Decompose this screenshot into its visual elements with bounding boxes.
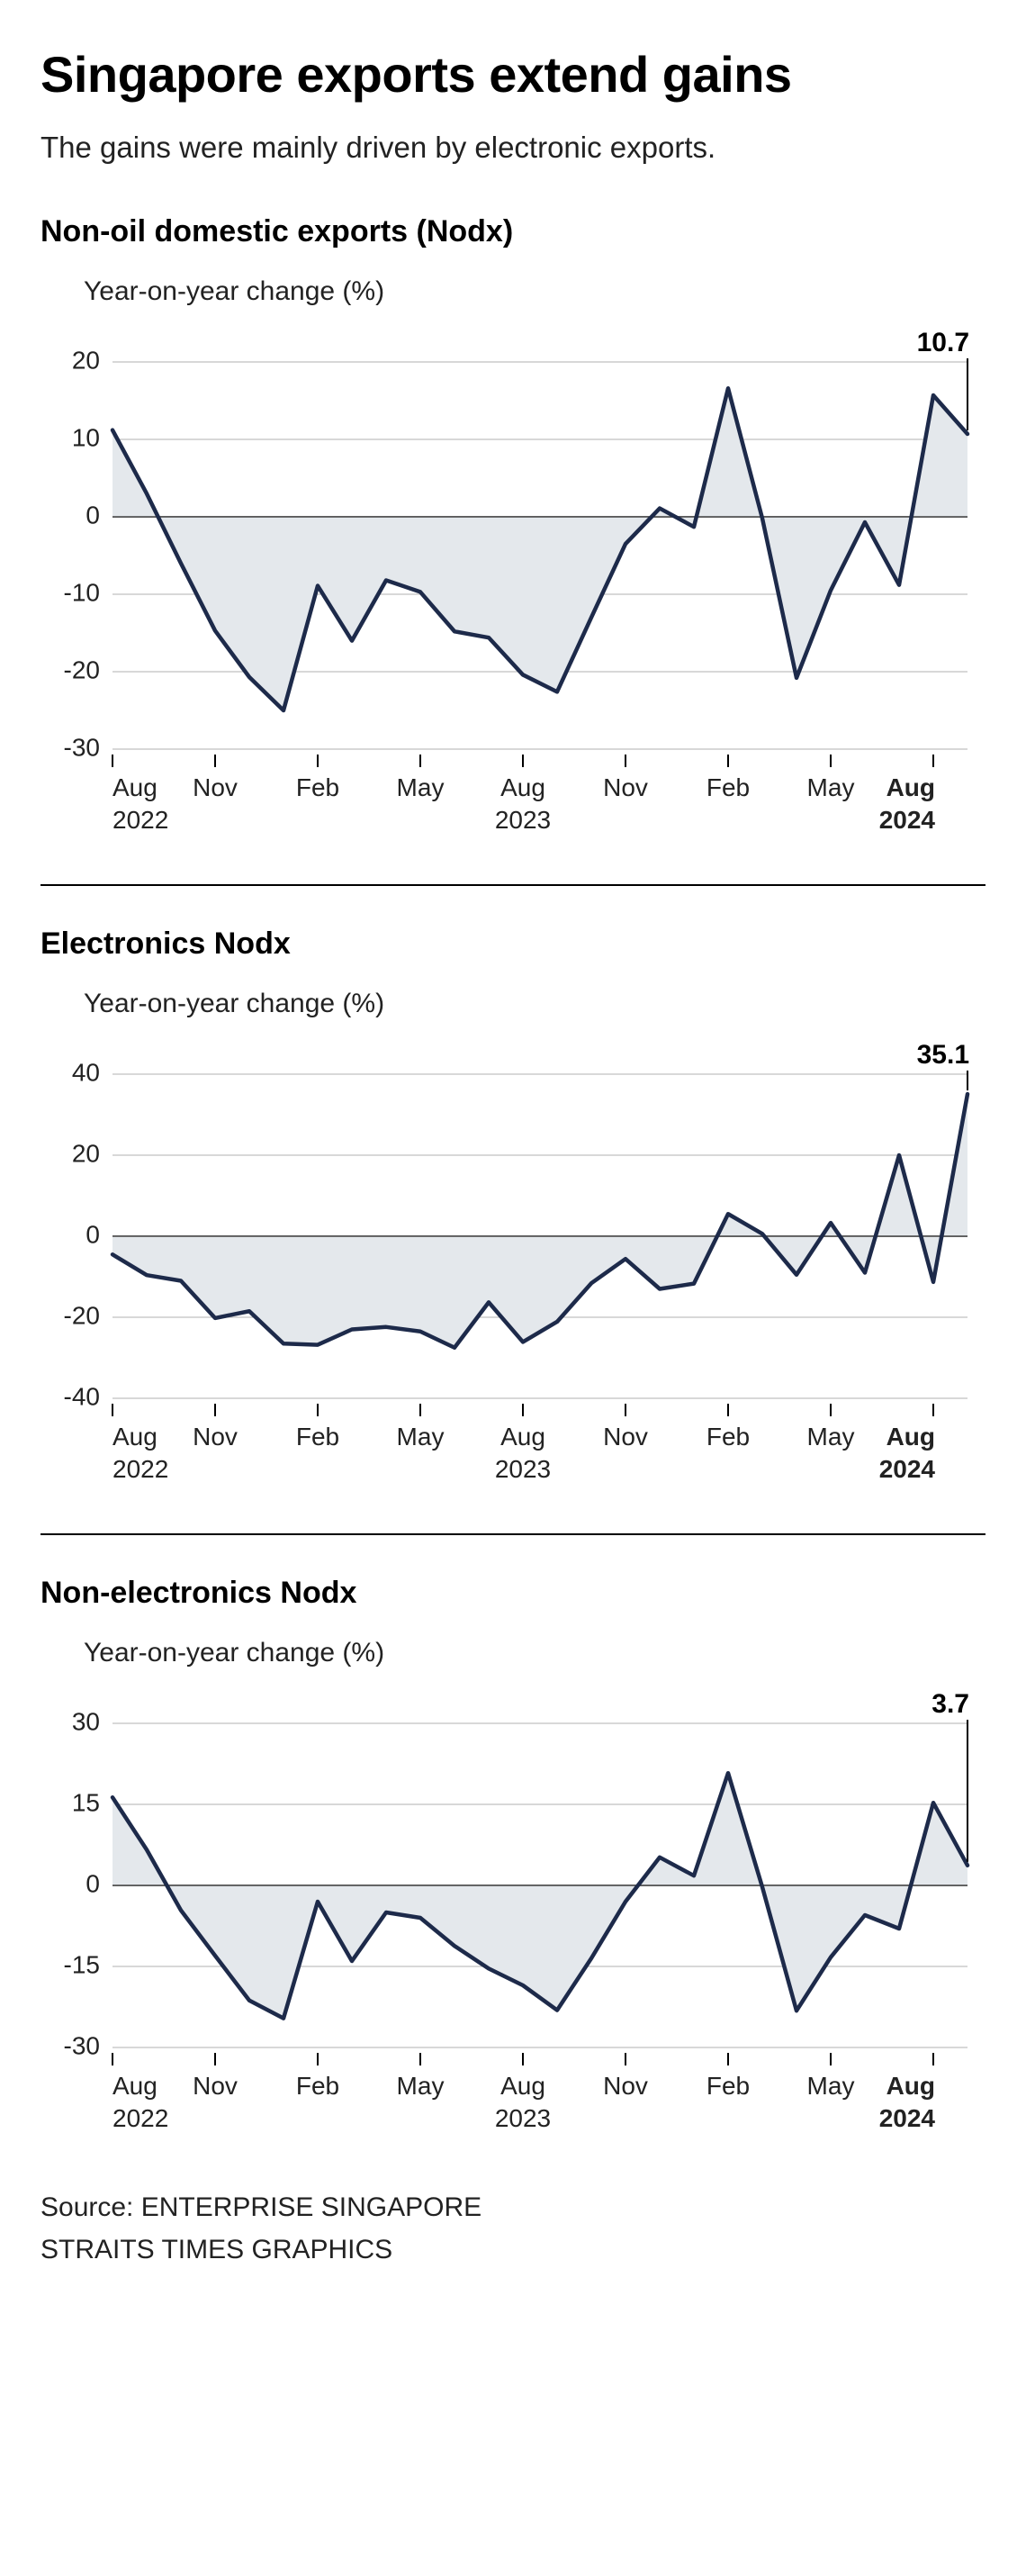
svg-text:35.1: 35.1: [917, 1040, 969, 1070]
callout: 35.1: [917, 1040, 969, 1090]
svg-text:Aug: Aug: [112, 2072, 158, 2100]
svg-text:May: May: [807, 1423, 855, 1451]
figure-container: Singapore exports extend gains The gains…: [0, 0, 1026, 2307]
svg-text:May: May: [397, 2072, 445, 2100]
svg-text:May: May: [807, 773, 855, 801]
svg-text:2024: 2024: [879, 2104, 936, 2132]
chart-title: Electronics Nodx: [40, 926, 986, 962]
svg-text:May: May: [397, 1423, 445, 1451]
subhead: The gains were mainly driven by electron…: [40, 131, 986, 165]
svg-text:Nov: Nov: [193, 2072, 238, 2100]
svg-text:-30: -30: [64, 733, 100, 761]
svg-text:2024: 2024: [879, 1455, 936, 1483]
charts-host: Non-oil domestic exports (Nodx) Year-on-…: [40, 214, 986, 2147]
svg-text:2023: 2023: [495, 806, 551, 834]
chart-ylabel: Year-on-year change (%): [84, 989, 986, 1019]
y-tick-labels: -30 -20 -10 0 10 20: [64, 346, 100, 761]
svg-text:-20: -20: [64, 655, 100, 683]
svg-text:Feb: Feb: [296, 1423, 339, 1451]
svg-text:20: 20: [72, 346, 100, 374]
chart-svg-1: -40 -20 0 20 40 Aug 2022 Nov Feb May Aug 2023 Nov Fe…: [40, 1025, 986, 1497]
headline: Singapore exports extend gains: [40, 45, 986, 104]
svg-text:-10: -10: [64, 578, 100, 606]
chart-title: Non-electronics Nodx: [40, 1576, 986, 1611]
chart-title: Non-oil domestic exports (Nodx): [40, 214, 986, 249]
svg-text:2023: 2023: [495, 2104, 551, 2132]
svg-text:-40: -40: [64, 1382, 100, 1410]
svg-text:10: 10: [72, 423, 100, 451]
svg-text:Feb: Feb: [296, 2072, 339, 2100]
svg-text:30: 30: [72, 1707, 100, 1735]
x-ticks: [112, 2053, 933, 2065]
svg-text:0: 0: [86, 501, 100, 529]
svg-text:Aug: Aug: [112, 1423, 158, 1451]
svg-text:Aug: Aug: [112, 773, 158, 801]
chart-svg-2: -30 -15 0 15 30 Aug 2022 Nov Feb May Aug 2023 Nov Fe…: [40, 1674, 986, 2147]
svg-text:0: 0: [86, 1220, 100, 1248]
chart-svg-0: -30 -20 -10 0 10 20 Aug 2022 Nov Feb May Aug 2023 No…: [40, 312, 986, 848]
x-ticks: [112, 755, 933, 767]
svg-text:Feb: Feb: [296, 773, 339, 801]
source-line-1: Source: ENTERPRISE SINGAPORE: [40, 2192, 482, 2222]
svg-text:Feb: Feb: [706, 2072, 750, 2100]
x-tick-labels: Aug 2022 Nov Feb May Aug 2023 Nov Feb May Aug 2024: [112, 2072, 935, 2132]
svg-text:10.7: 10.7: [917, 328, 969, 357]
chart-block-1: Electronics Nodx Year-on-year change (%)…: [40, 926, 986, 1497]
x-tick-labels: Aug 2022 Nov Feb May Aug 2023 Nov Feb May Aug 2024: [112, 1423, 935, 1483]
svg-text:2024: 2024: [879, 806, 936, 834]
chart-ylabel: Year-on-year change (%): [84, 1638, 986, 1668]
svg-text:Aug: Aug: [886, 773, 935, 801]
svg-text:Feb: Feb: [706, 773, 750, 801]
x-tick-labels: Aug 2022 Nov Feb May Aug 2023 Nov Feb May Aug 2024: [112, 773, 935, 834]
svg-text:2022: 2022: [112, 1455, 168, 1483]
svg-text:3.7: 3.7: [932, 1689, 969, 1719]
svg-text:Nov: Nov: [603, 2072, 648, 2100]
svg-text:May: May: [397, 773, 445, 801]
svg-text:Aug: Aug: [886, 1423, 935, 1451]
svg-text:-30: -30: [64, 2031, 100, 2059]
divider: [40, 1533, 986, 1535]
chart-block-2: Non-electronics Nodx Year-on-year change…: [40, 1576, 986, 2147]
svg-text:Nov: Nov: [603, 773, 648, 801]
svg-text:40: 40: [72, 1058, 100, 1086]
svg-text:Nov: Nov: [193, 1423, 238, 1451]
svg-text:Aug: Aug: [886, 2072, 935, 2100]
svg-text:Nov: Nov: [603, 1423, 648, 1451]
svg-text:Aug: Aug: [500, 2072, 545, 2100]
svg-text:0: 0: [86, 1869, 100, 1897]
svg-text:Nov: Nov: [193, 773, 238, 801]
svg-text:2023: 2023: [495, 1455, 551, 1483]
source-text: Source: ENTERPRISE SINGAPORE STRAITS TIM…: [40, 2187, 986, 2271]
svg-text:Feb: Feb: [706, 1423, 750, 1451]
divider: [40, 884, 986, 886]
x-ticks: [112, 1404, 933, 1416]
y-tick-labels: -40 -20 0 20 40: [64, 1058, 100, 1410]
svg-text:Aug: Aug: [500, 773, 545, 801]
chart-block-0: Non-oil domestic exports (Nodx) Year-on-…: [40, 214, 986, 848]
series-area: [112, 1773, 968, 2018]
svg-text:Aug: Aug: [500, 1423, 545, 1451]
y-tick-labels: -30 -15 0 15 30: [64, 1707, 100, 2059]
svg-text:-20: -20: [64, 1301, 100, 1329]
svg-text:2022: 2022: [112, 2104, 168, 2132]
chart-ylabel: Year-on-year change (%): [84, 276, 986, 307]
source-line-2: STRAITS TIMES GRAPHICS: [40, 2235, 392, 2264]
svg-text:-15: -15: [64, 1950, 100, 1978]
svg-text:May: May: [807, 2072, 855, 2100]
svg-text:2022: 2022: [112, 806, 168, 834]
svg-text:20: 20: [72, 1139, 100, 1167]
series-area: [112, 1094, 968, 1348]
svg-text:15: 15: [72, 1788, 100, 1816]
